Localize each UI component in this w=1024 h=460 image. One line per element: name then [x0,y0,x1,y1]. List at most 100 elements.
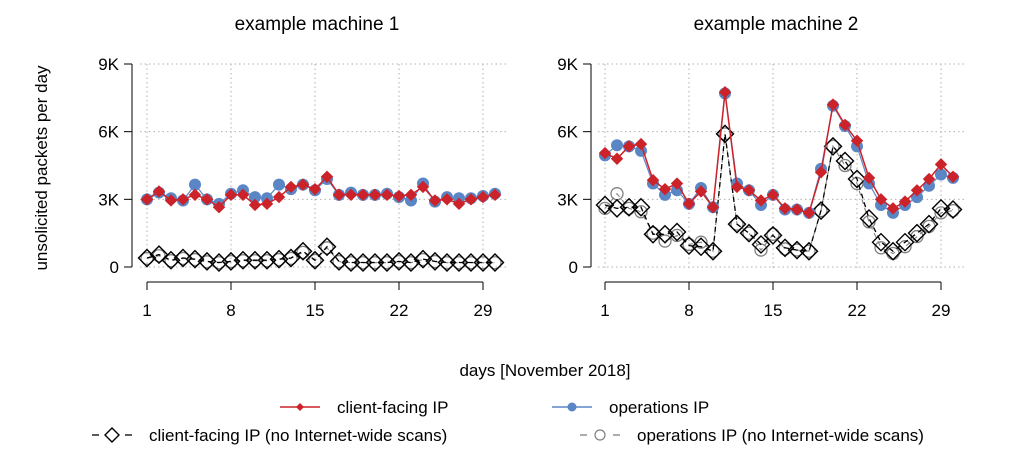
marker-client-facing [188,188,202,202]
marker-client-facing [862,171,876,185]
marker-client-facing [464,193,478,206]
marker-client-facing-noscan [149,245,169,265]
marker-operations-noscan [742,226,756,240]
x-tick-label: 22 [848,301,867,320]
legend-item-ops: operations IP [552,398,709,417]
marker-client-facing [694,185,708,198]
marker-client-facing-noscan [847,169,867,189]
series-line [146,245,495,264]
marker-client-facing [934,158,948,171]
marker-client-facing-noscan [329,251,349,271]
marker-client-facing [308,182,322,196]
x-tick-label: 1 [142,301,151,320]
marker-client-facing [440,193,454,206]
marker-client-facing-noscan [281,248,301,268]
marker-client-facing-noscan [137,248,157,268]
marker-client-facing [224,188,238,202]
marker-client-facing-noscan [425,251,445,271]
marker-client-facing [742,184,756,197]
y-tick-label: 0 [569,258,578,277]
marker-client-facing [898,195,912,208]
marker-client-facing [164,194,178,207]
marker-client-facing [718,85,732,99]
marker-client-facing [452,197,466,211]
marker-client-facing-noscan [811,201,831,221]
marker-client-facing-noscan [895,232,915,252]
legend-hollow-circle-icon [594,429,606,441]
y-axis-label: unsolicited packets per day [32,65,51,271]
y-tick-label: 3K [98,190,119,209]
marker-client-facing-noscan [775,238,795,258]
y-tick-label: 6K [98,123,119,142]
marker-operations-noscan [404,256,418,270]
marker-client-facing [766,188,780,202]
marker-client-facing-noscan [655,224,675,244]
marker-client-facing [176,193,190,206]
marker-client-facing-noscan [835,151,855,171]
legend-label: client-facing IP [337,398,449,417]
marker-client-facing [946,170,960,183]
marker-client-facing [634,137,648,151]
marker-operations-noscan [730,217,744,231]
marker-operations [249,191,261,204]
marker-client-facing [754,194,768,207]
marker-client-facing-noscan [667,222,687,242]
marker-client-facing [272,190,286,204]
marker-client-facing-noscan [739,223,759,243]
series-client-ns [137,237,505,272]
marker-client-facing [260,197,274,211]
marker-client-facing [646,173,660,187]
marker-client-facing [802,206,816,220]
marker-client-facing [236,188,250,202]
marker-operations [189,178,201,191]
marker-operations-noscan [320,241,334,255]
marker-client-facing-noscan [871,232,891,252]
series-client-ns [595,124,963,261]
x-tick-label: 1 [600,301,609,320]
marker-operations-noscan [946,203,960,218]
x-tick-label: 22 [390,301,409,320]
x-tick-label: 8 [226,301,235,320]
marker-client-facing-noscan [703,241,723,261]
marker-operations-noscan [658,234,672,248]
panel-title: example machine 1 [235,14,400,35]
x-tick-label: 15 [306,301,325,320]
marker-client-facing-noscan [173,248,193,268]
marker-client-facing-noscan [679,236,699,256]
marker-client-facing [730,180,744,194]
series-ops-ns [598,127,960,261]
marker-client-facing [488,188,502,202]
marker-client-facing-noscan [763,225,783,245]
marker-operations-noscan [646,226,660,240]
marker-client-facing-noscan [787,240,807,260]
legend-circle-icon [567,402,577,412]
x-tick-label: 29 [474,301,493,320]
series-line [604,133,954,253]
marker-client-facing [284,180,298,194]
marker-client-facing [320,170,334,183]
marker-client-facing-noscan [907,223,927,243]
legend-item-client-ns: client-facing IP (no Internet-wide scans… [92,426,447,445]
series-client [140,170,502,214]
marker-operations-noscan [838,158,852,173]
legend-label: operations IP [609,398,709,417]
marker-client-facing-noscan [317,237,337,257]
marker-client-facing [826,98,840,111]
marker-client-facing-noscan [197,251,217,271]
marker-client-facing-noscan [799,241,819,261]
legend-diamond-icon [296,403,304,411]
legend: client-facing IP operations IP client-faci… [92,398,924,445]
marker-client-facing [670,177,684,190]
marker-client-facing [850,134,864,147]
marker-client-facing-noscan [485,252,505,272]
marker-client-facing [248,198,262,212]
marker-client-facing [296,178,310,191]
marker-client-facing [706,201,720,214]
marker-client-facing [344,188,358,202]
marker-client-facing-noscan [293,241,313,261]
marker-client-facing-noscan [823,136,843,156]
marker-client-facing [332,188,346,202]
marker-client-facing-noscan [859,209,879,228]
